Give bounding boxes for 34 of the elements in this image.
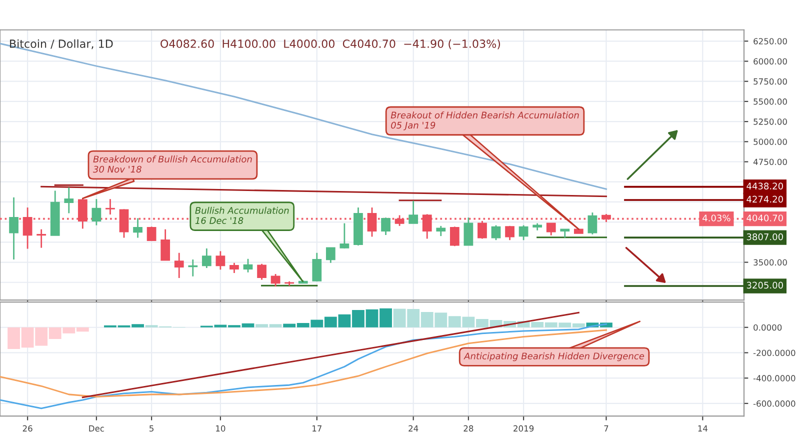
y-tick-label: -600.0000 (753, 400, 796, 407)
annotation: 4.03% (702, 214, 730, 222)
annotation: Breakdown of Bullish Accumulation 30 Nov '18 (93, 156, 252, 173)
y-tick-label: 5000.00 (754, 138, 787, 145)
annotation: Bullish Accumulation 16 Dec '18 (195, 206, 289, 224)
text: O4082.60 H4100.00 L4000.00 C4040.70 −41.90 (−1.03%) (160, 39, 500, 50)
ref-line-label: 4274.20 (746, 196, 783, 203)
y-tick-label: 6000.00 (754, 58, 787, 65)
y-tick-label: 3500.00 (754, 259, 787, 266)
annotation: Anticipating Bearish Hidden Divergence (464, 352, 644, 362)
x-tick-label: 26 (22, 425, 32, 432)
x-tick-label: 5 (150, 425, 154, 432)
y-tick-label: 0.0000 (754, 324, 782, 331)
y-tick-label: -200.0000 (753, 350, 796, 356)
x-tick-label: 17 (312, 425, 322, 432)
x-tick-label: 28 (464, 425, 474, 432)
annotation: Breakout of Hidden Bearish Accumulation 05 Jan '19 (390, 112, 579, 130)
ref-line-label: 3807.00 (746, 233, 783, 240)
y-tick-label: 5500.00 (754, 98, 787, 105)
x-tick-label: 10 (216, 425, 226, 432)
ref-line-label: 4438.20 (746, 182, 783, 190)
y-tick-label: 5250.00 (754, 118, 787, 125)
x-tick-label: 2019 (514, 425, 534, 432)
y-tick-label: -400.0000 (753, 375, 796, 382)
x-tick-label: Dec (89, 425, 104, 432)
text: Bitcoin / Dollar, 1D (10, 39, 113, 50)
ref-line-label: 4040.70 (746, 214, 783, 222)
x-tick-label: 7 (604, 425, 608, 432)
y-tick-label: 4750.00 (753, 158, 787, 166)
y-tick-label: 6250.00 (754, 38, 787, 44)
y-tick-label: 5750.00 (754, 78, 787, 85)
x-tick-label: 24 (408, 425, 418, 432)
x-tick-label: 14 (698, 425, 708, 432)
ref-line-label: 3205.00 (746, 282, 783, 289)
